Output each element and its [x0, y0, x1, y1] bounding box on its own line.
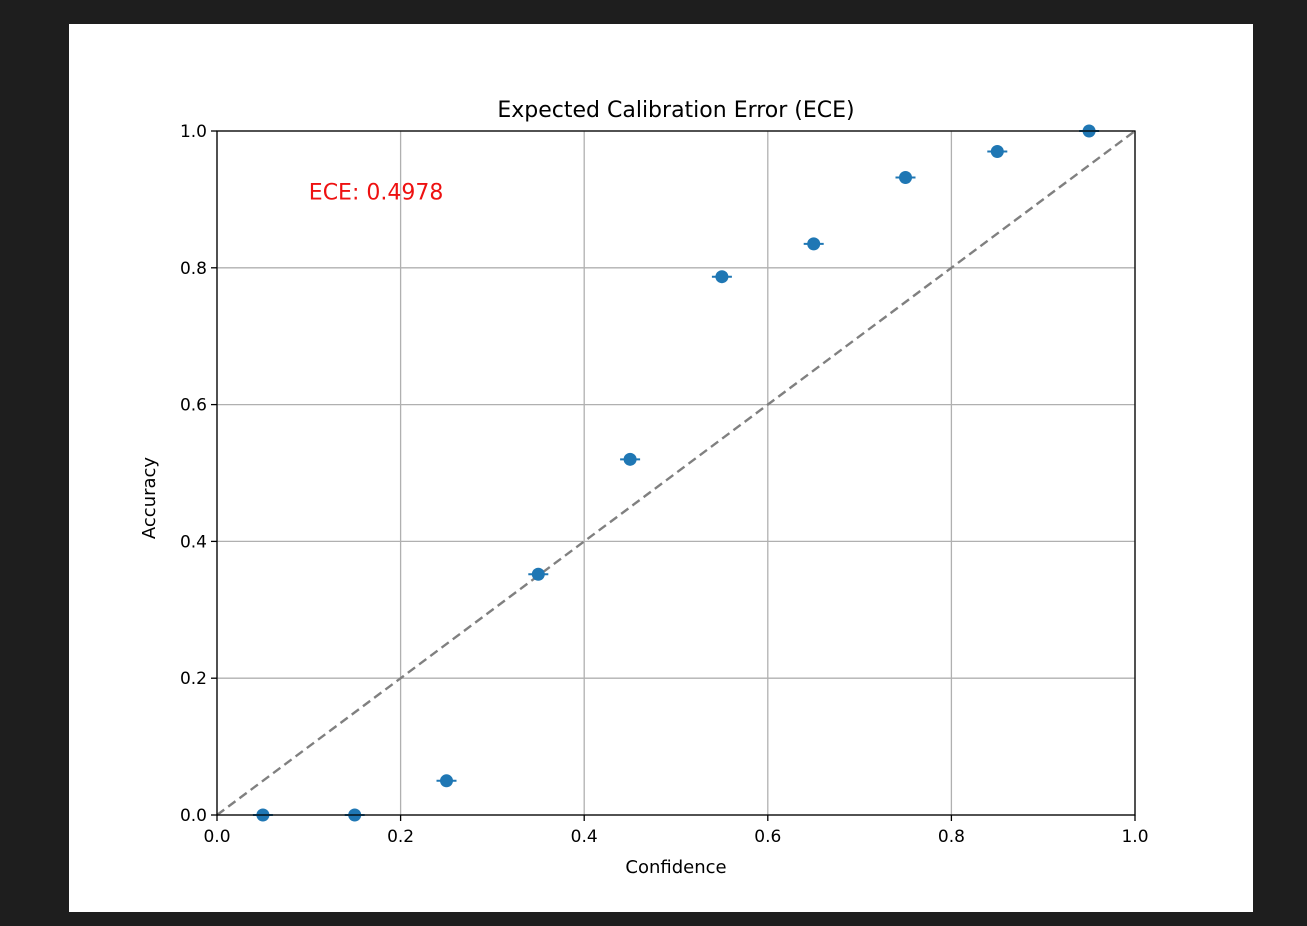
point-marker: [623, 452, 637, 466]
y-tick-label: 0.6: [180, 396, 207, 416]
data-point: [803, 237, 824, 251]
y-tick-label: 0.8: [180, 259, 207, 279]
y-tick-label: 1.0: [180, 122, 207, 142]
point-marker: [531, 567, 545, 581]
y-tick-label: 0.4: [180, 532, 207, 552]
chart-title: Expected Calibration Error (ECE): [497, 98, 854, 123]
x-tick-label: 0.6: [754, 827, 781, 847]
data-point: [620, 452, 641, 466]
calibration-chart: Expected Calibration Error (ECE) 0.0 0.2 0…: [139, 98, 1149, 878]
point-marker: [440, 774, 453, 788]
point-marker: [715, 270, 729, 284]
y-axis-label: Accuracy: [139, 457, 160, 540]
x-axis-label: Confidence: [625, 857, 726, 878]
x-tick-label: 0.8: [938, 827, 965, 847]
data-point: [436, 774, 457, 788]
y-tick-label: 0.0: [180, 806, 207, 826]
data-points: [252, 124, 1100, 822]
x-tick-label: 0.4: [571, 827, 598, 847]
x-tick-label: 0.0: [203, 827, 230, 847]
reference-diagonal-line: [216, 130, 1136, 816]
y-tick-label: 0.2: [180, 669, 207, 689]
x-axis-ticks: 0.0 0.2 0.4 0.6 0.8 1.0: [203, 815, 1149, 847]
point-marker: [807, 237, 821, 251]
ece-annotation: ECE: 0.4978: [309, 180, 444, 205]
data-point: [987, 145, 1008, 159]
data-point: [528, 567, 549, 581]
data-point: [895, 171, 916, 185]
x-tick-label: 1.0: [1121, 827, 1148, 847]
figure: Expected Calibration Error (ECE) 0.0 0.2 0…: [69, 24, 1253, 912]
data-point: [711, 270, 732, 284]
x-tick-label: 0.2: [387, 827, 414, 847]
axes-frame: [216, 130, 1136, 816]
point-marker: [899, 171, 912, 185]
point-marker: [990, 145, 1004, 159]
y-axis-ticks: 0.0 0.2 0.4 0.6 0.8 1.0: [180, 122, 217, 826]
